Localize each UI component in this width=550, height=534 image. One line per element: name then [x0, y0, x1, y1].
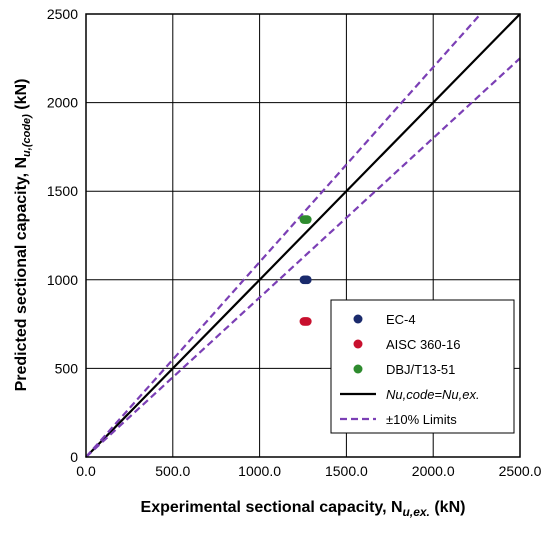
x-tick-label-5: 2500.0 [499, 463, 542, 479]
y-axis-title-subscript: u,(code) [21, 114, 33, 157]
legend-marker-1 [353, 339, 363, 349]
x-tick-label-1: 500.0 [155, 463, 190, 479]
x-tick-label-0: 0.0 [76, 463, 96, 479]
legend-line-label-1: ±10% Limits [386, 412, 457, 427]
legend-label-2: DBJ/T13-51 [386, 362, 455, 377]
legend-items: EC-4 AISC 360-16 DBJ/T13-51 Nu,code=Nu,ex. ±… [340, 312, 480, 427]
y-tick-label-4: 2000 [47, 95, 78, 111]
point-layer [299, 215, 312, 326]
y-tick-label-0: 0 [70, 449, 78, 465]
tick-layer: 0.0 500.0 1000.0 1500.0 2000.0 2500.0 0 500 1000… [47, 6, 542, 479]
legend-label-1: AISC 360-16 [386, 337, 460, 352]
legend-line-label-0: Nu,code=Nu,ex. [386, 387, 480, 402]
legend: EC-4 AISC 360-16 DBJ/T13-51 Nu,code=Nu,ex. ±… [330, 299, 515, 434]
y-tick-label-1: 500 [55, 360, 79, 376]
data-point-s0-3 [303, 275, 312, 285]
legend-marker-0 [353, 314, 363, 324]
x-tick-label-3: 1500.0 [325, 463, 368, 479]
line-layer [85, 13, 521, 458]
plot-frame [85, 13, 521, 458]
x-axis-title-main: Experimental sectional capacity, N [141, 499, 403, 516]
x-axis-title-unit: (kN) [430, 499, 466, 516]
legend-label-0: EC-4 [386, 312, 416, 327]
x-axis-title: Experimental sectional capacity, Nu,ex. … [141, 499, 466, 519]
x-tick-label-4: 2000.0 [412, 463, 455, 479]
reference-line-0 [85, 13, 521, 458]
y-tick-label-3: 1500 [47, 183, 78, 199]
data-point-s2-3 [303, 215, 312, 224]
x-axis-title-subscript: u,ex. [403, 505, 430, 519]
legend-marker-2 [353, 364, 363, 374]
y-axis-title-main: Predicted sectional capacity, N [13, 157, 30, 391]
data-point-s1-3 [303, 317, 312, 326]
x-tick-label-2: 1000.0 [238, 463, 281, 479]
y-tick-label-2: 1000 [47, 272, 78, 288]
y-axis-title: Predicted sectional capacity, Nu,(code) … [13, 79, 33, 392]
y-axis-title-unit: (kN) [13, 79, 30, 115]
y-tick-label-5: 2500 [47, 6, 78, 22]
